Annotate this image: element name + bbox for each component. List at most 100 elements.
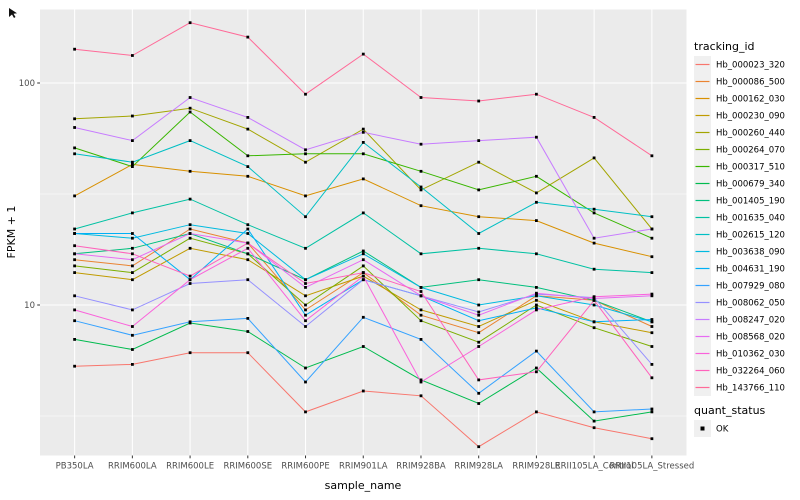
legend-entry-label: Hb_000260_440 xyxy=(716,129,785,139)
data-point xyxy=(304,380,307,384)
legend-entry-label: Hb_008062_050 xyxy=(716,299,785,309)
data-point xyxy=(592,241,596,245)
data-point xyxy=(304,286,307,289)
x-tick-label: RRIM928LA xyxy=(454,462,503,472)
data-point xyxy=(131,232,134,235)
data-point xyxy=(131,211,134,215)
data-point xyxy=(419,185,423,189)
data-point xyxy=(535,410,538,414)
data-point xyxy=(650,320,654,324)
data-point xyxy=(361,152,365,156)
data-point xyxy=(73,294,76,298)
legend-entry: Hb_002615_120 xyxy=(694,226,785,243)
data-point xyxy=(188,274,192,278)
data-point xyxy=(131,271,134,274)
data-point xyxy=(535,308,538,312)
data-point xyxy=(131,264,134,268)
legend-entry-label: Hb_003638_090 xyxy=(716,248,785,258)
legend-entry: Hb_000679_340 xyxy=(694,175,785,192)
legend-entry: Hb_010362_030 xyxy=(694,345,785,362)
legend-entry-label: Hb_143766_110 xyxy=(716,384,785,394)
x-tick-label: RRIM600LE xyxy=(166,462,214,472)
legend-color-entries: Hb_000023_320 Hb_000086_500 Hb_000162_030 H… xyxy=(694,56,785,396)
data-point xyxy=(419,294,423,298)
data-point xyxy=(246,241,250,245)
data-point xyxy=(188,106,192,110)
data-point xyxy=(650,294,654,298)
data-point xyxy=(650,325,654,328)
x-tick-label: PB350LA xyxy=(56,462,94,472)
legend-entry-label: Hb_001405_190 xyxy=(716,197,785,207)
data-point xyxy=(361,177,365,181)
data-point xyxy=(650,410,654,414)
data-point xyxy=(304,308,307,312)
data-point xyxy=(131,139,134,142)
y-tick-label: 100 xyxy=(19,79,35,89)
data-point xyxy=(188,197,192,201)
data-point xyxy=(477,246,481,250)
data-point xyxy=(73,244,76,248)
data-point xyxy=(246,246,250,250)
x-tick-label: RRIM600LA xyxy=(108,462,157,472)
data-point xyxy=(361,211,365,215)
data-point xyxy=(361,130,365,134)
x-axis-title: sample_name xyxy=(325,479,402,492)
data-point xyxy=(304,92,307,96)
data-point xyxy=(592,426,596,430)
data-point xyxy=(650,318,654,321)
data-point xyxy=(650,363,654,366)
data-point xyxy=(650,271,654,274)
data-point xyxy=(361,274,365,278)
data-point xyxy=(419,142,423,146)
data-point xyxy=(535,291,538,295)
legend-entry: Hb_003638_090 xyxy=(694,243,785,260)
data-point xyxy=(73,364,76,368)
data-point xyxy=(304,194,307,198)
data-point xyxy=(304,152,307,156)
legend-entry-label: Hb_000679_340 xyxy=(716,180,785,190)
data-point xyxy=(131,246,134,250)
data-point xyxy=(73,194,76,198)
legend-entry: Hb_143766_110 xyxy=(694,379,785,396)
data-point xyxy=(650,154,654,158)
data-point xyxy=(246,116,250,119)
data-point xyxy=(131,308,134,312)
data-point xyxy=(419,204,423,208)
data-point xyxy=(131,325,134,328)
data-point xyxy=(361,389,365,393)
legend-entry-label: Hb_032264_060 xyxy=(716,367,785,377)
data-point xyxy=(246,223,250,227)
data-point xyxy=(131,114,134,118)
data-point xyxy=(304,160,307,164)
data-point xyxy=(131,160,134,164)
legend-shape-label: OK xyxy=(716,425,729,435)
data-point xyxy=(592,410,596,414)
data-point xyxy=(73,152,76,156)
data-point xyxy=(304,313,307,317)
data-point xyxy=(188,139,192,142)
data-point xyxy=(246,174,250,178)
data-point xyxy=(650,292,654,296)
data-point xyxy=(304,282,307,285)
data-point xyxy=(650,345,654,348)
x-tick-label: RRIM600PE xyxy=(281,462,329,472)
legend-entry: Hb_000023_320 xyxy=(694,56,785,73)
data-point xyxy=(304,246,307,250)
data-point xyxy=(73,117,76,121)
data-point xyxy=(304,278,307,282)
data-point xyxy=(361,127,365,131)
data-point xyxy=(477,319,481,323)
data-point xyxy=(592,326,596,330)
data-point xyxy=(304,148,307,152)
data-point xyxy=(131,258,134,262)
legend-entry-label: Hb_001635_040 xyxy=(716,214,785,224)
data-point xyxy=(304,410,307,414)
data-point xyxy=(592,211,596,215)
legend-entry: Hb_001405_190 xyxy=(694,192,785,209)
data-point xyxy=(131,333,134,337)
data-point xyxy=(419,308,423,312)
legend-entry-label: Hb_007929_080 xyxy=(716,282,785,292)
data-point xyxy=(73,126,76,129)
data-point xyxy=(73,264,76,268)
data-point xyxy=(73,319,76,323)
